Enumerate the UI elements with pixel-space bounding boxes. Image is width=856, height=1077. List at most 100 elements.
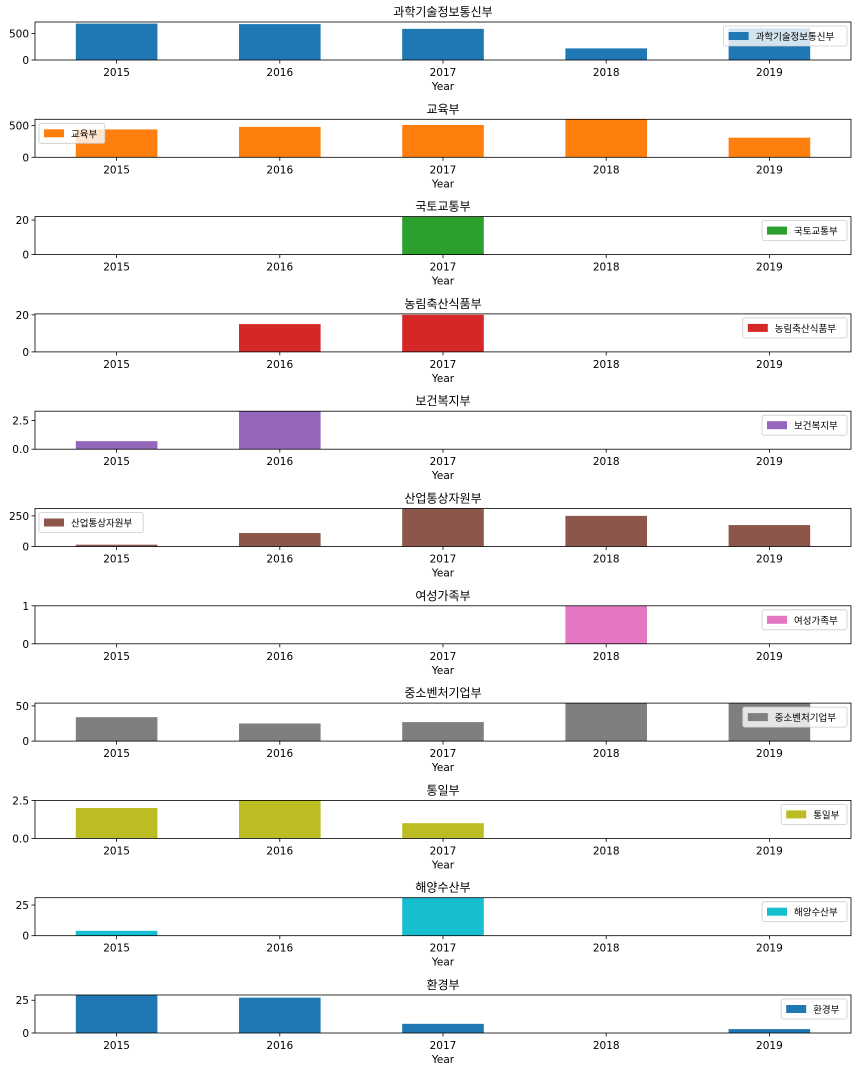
- bar-2016: [239, 126, 321, 158]
- bar-2018: [565, 48, 647, 60]
- y-tick-label: 500: [9, 29, 29, 41]
- legend-box: [742, 317, 848, 339]
- y-tick-label: 0: [22, 152, 29, 164]
- legend-box: [761, 414, 848, 436]
- subplot-title: 보건복지부: [415, 394, 470, 408]
- x-tick-label: 2019: [756, 456, 783, 468]
- x-tick-label: 2019: [756, 554, 783, 566]
- x-tick-label: 2018: [593, 262, 620, 274]
- subplot-title: 해양수산부: [415, 881, 470, 895]
- bar-2019: [728, 137, 811, 158]
- bar-2019: [728, 1029, 811, 1033]
- legend-label: 국토교통부: [794, 227, 838, 238]
- bar-2016: [239, 411, 321, 450]
- x-tick-label: 2017: [430, 262, 457, 274]
- x-tick-label: 2015: [103, 554, 130, 566]
- x-tick-label: 2015: [103, 359, 130, 371]
- subplot-11: 환경부 0 25 2015 2016 2017 2018 2019 Year 환경부: [16, 978, 852, 1066]
- x-tick-label: 2019: [756, 748, 783, 760]
- legend-box: [761, 609, 848, 631]
- legend-box: [723, 25, 848, 47]
- x-tick-label: 2017: [430, 359, 457, 371]
- subplot-6: 산업통상자원부 0 250 2015 2016 2017 2018 2019 Year 산업통상자…: [9, 492, 852, 580]
- legend-box: [761, 220, 848, 242]
- legend: 중소벤처기업부: [742, 706, 848, 728]
- legend-label: 농림축산식품부: [775, 323, 836, 335]
- legend-label: 환경부: [813, 1004, 839, 1016]
- y-tick-label: 0: [22, 347, 29, 359]
- y-tick-label: 50: [16, 701, 29, 713]
- y-tick-label: 0: [22, 639, 29, 651]
- x-tick-label: 2019: [756, 67, 783, 79]
- bar-2018: [565, 703, 647, 742]
- x-axis-label: Year: [431, 859, 455, 871]
- legend-box: [38, 512, 144, 533]
- x-tick-label: 2016: [266, 67, 293, 79]
- x-tick-label: 2019: [756, 943, 783, 955]
- x-tick-label: 2018: [593, 1040, 620, 1052]
- legend: 농림축산식품부: [742, 317, 848, 339]
- bar-2016: [239, 324, 321, 352]
- subplot-1: 과학기술정보통신부 0 500 2015 2016 2017 2018 2019 Year 과학기…: [9, 5, 852, 93]
- y-tick-label: 0.0: [12, 444, 29, 456]
- x-tick-label: 2019: [756, 359, 783, 371]
- x-tick-label: 2019: [756, 651, 783, 663]
- legend-swatch: [747, 713, 768, 722]
- bar-2016: [239, 533, 321, 547]
- y-tick-label: 2.5: [12, 795, 29, 807]
- x-tick-label: 2018: [593, 748, 620, 760]
- x-tick-label: 2018: [593, 845, 620, 857]
- legend: 환경부: [780, 998, 848, 1020]
- legend-swatch: [44, 129, 64, 138]
- x-tick-label: 2019: [756, 164, 783, 176]
- legend-swatch: [786, 1005, 807, 1013]
- y-tick-label: 250: [9, 511, 29, 523]
- bar-2018: [565, 515, 647, 547]
- subplot-title: 국토교통부: [415, 200, 470, 214]
- subplot-3: 국토교통부 0 20 2015 2016 2017 2018 2019 Year 국토교통부: [16, 200, 852, 288]
- x-tick-label: 2019: [756, 845, 783, 857]
- y-tick-label: 0: [22, 736, 29, 748]
- subplot-7: 여성가족부 0 1 2015 2016 2017 2018 2019 Year 여성가족부: [22, 589, 852, 677]
- legend-box: [780, 804, 848, 825]
- x-axis-label: Year: [431, 81, 455, 93]
- x-tick-label: 2018: [593, 651, 620, 663]
- bar-2016: [239, 24, 321, 60]
- x-tick-label: 2017: [430, 748, 457, 760]
- x-tick-label: 2016: [266, 1040, 293, 1052]
- x-tick-label: 2015: [103, 943, 130, 955]
- bar-2018: [565, 119, 647, 158]
- x-tick-label: 2015: [103, 164, 130, 176]
- x-axis-label: Year: [431, 470, 455, 482]
- y-tick-label: 0: [22, 931, 29, 943]
- subplot-title: 산업통상자원부: [404, 492, 481, 506]
- legend-swatch: [747, 323, 768, 332]
- x-tick-label: 2015: [103, 748, 130, 760]
- x-tick-label: 2017: [430, 456, 457, 468]
- x-tick-label: 2018: [593, 943, 620, 955]
- legend: 산업통상자원부: [38, 512, 144, 533]
- legend-label: 중소벤처기업부: [775, 712, 836, 724]
- subplot-title: 교육부: [426, 102, 459, 116]
- x-axis-label: Year: [431, 665, 455, 677]
- x-axis-label: Year: [431, 178, 455, 190]
- y-tick-label: 500: [9, 121, 29, 133]
- x-axis-label: Year: [431, 957, 455, 969]
- legend-swatch: [44, 518, 64, 527]
- x-tick-label: 2015: [103, 262, 130, 274]
- legend: 국토교통부: [761, 220, 848, 242]
- y-tick-label: 20: [16, 215, 29, 227]
- legend-label: 보건복지부: [794, 421, 838, 432]
- subplot-10: 해양수산부 0 25 2015 2016 2017 2018 2019 Year 해양수산부: [16, 881, 852, 969]
- x-tick-label: 2017: [430, 1040, 457, 1052]
- bar-2015: [75, 717, 158, 742]
- x-axis-label: Year: [431, 276, 455, 288]
- bar-2017: [402, 1023, 484, 1033]
- bar-2019: [728, 525, 811, 547]
- y-tick-label: 0: [22, 1028, 29, 1040]
- x-tick-label: 2015: [103, 456, 130, 468]
- legend-label: 여성가족부: [794, 615, 838, 627]
- subplot-title: 환경부: [426, 978, 459, 992]
- x-axis-label: Year: [431, 1054, 455, 1066]
